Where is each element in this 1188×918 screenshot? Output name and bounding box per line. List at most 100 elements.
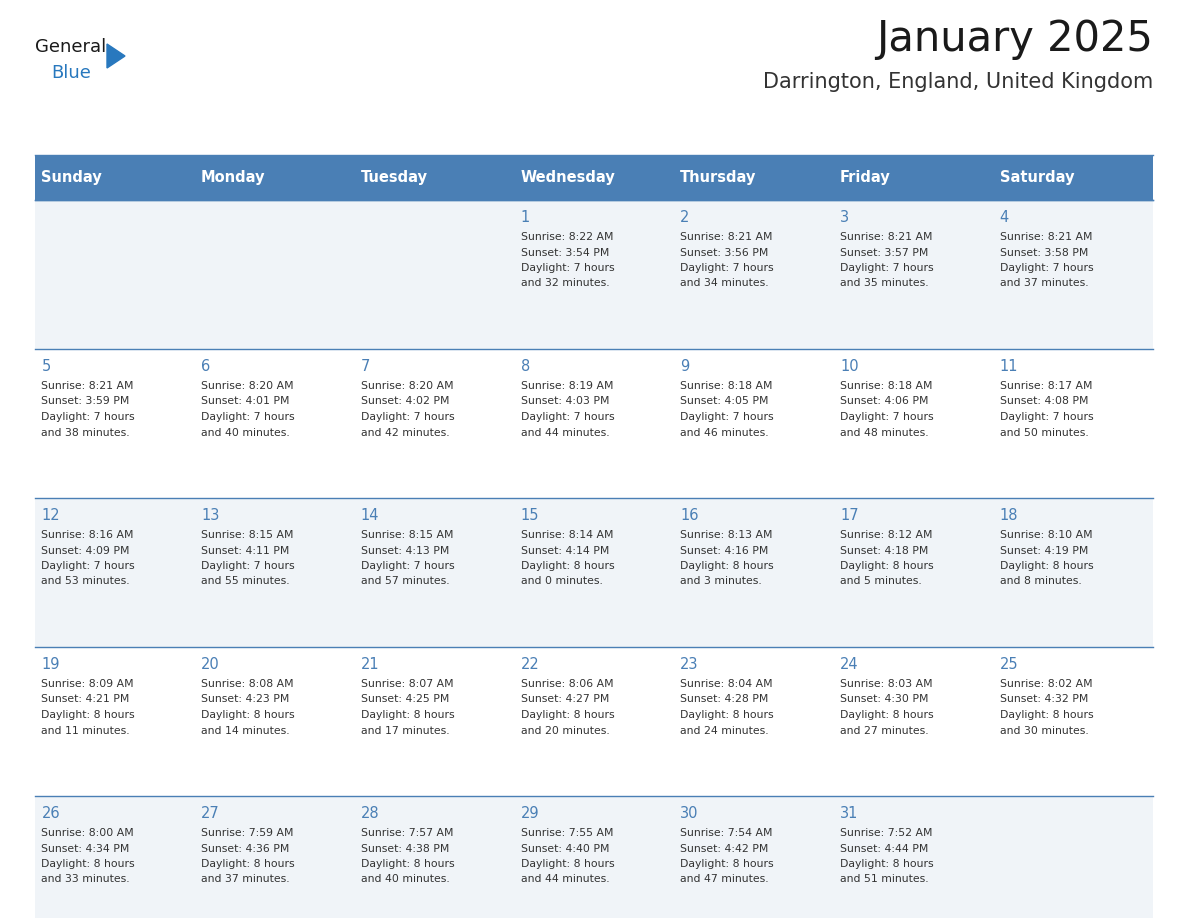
Text: and 8 minutes.: and 8 minutes.: [999, 577, 1081, 587]
Polygon shape: [107, 44, 125, 68]
Bar: [34, 498, 195, 647]
Text: Daylight: 7 hours: Daylight: 7 hours: [361, 561, 455, 571]
Text: 21: 21: [361, 657, 379, 672]
Bar: [195, 647, 354, 796]
Text: Daylight: 8 hours: Daylight: 8 hours: [520, 561, 614, 571]
Text: Sunrise: 8:17 AM: Sunrise: 8:17 AM: [999, 381, 1092, 391]
Text: and 44 minutes.: and 44 minutes.: [520, 875, 609, 885]
Text: 4: 4: [999, 210, 1009, 225]
Text: Daylight: 8 hours: Daylight: 8 hours: [520, 710, 614, 720]
Text: Sunset: 4:21 PM: Sunset: 4:21 PM: [42, 695, 129, 704]
Text: 2: 2: [681, 210, 689, 225]
Text: 1: 1: [520, 210, 530, 225]
Bar: [514, 498, 674, 647]
Text: and 38 minutes.: and 38 minutes.: [42, 428, 129, 438]
Text: and 14 minutes.: and 14 minutes.: [201, 725, 290, 735]
Text: Daylight: 7 hours: Daylight: 7 hours: [201, 561, 295, 571]
Text: General: General: [34, 38, 106, 56]
Text: and 51 minutes.: and 51 minutes.: [840, 875, 929, 885]
Text: Daylight: 7 hours: Daylight: 7 hours: [681, 412, 773, 422]
Text: 12: 12: [42, 508, 61, 523]
Text: and 46 minutes.: and 46 minutes.: [681, 428, 769, 438]
Text: Wednesday: Wednesday: [520, 170, 615, 185]
Text: 8: 8: [520, 359, 530, 374]
Bar: [195, 200, 354, 349]
Text: 6: 6: [201, 359, 210, 374]
Bar: [674, 498, 834, 647]
Text: Sunset: 3:57 PM: Sunset: 3:57 PM: [840, 248, 928, 258]
Text: Daylight: 8 hours: Daylight: 8 hours: [999, 710, 1093, 720]
Text: Sunset: 4:23 PM: Sunset: 4:23 PM: [201, 695, 290, 704]
Text: and 37 minutes.: and 37 minutes.: [999, 278, 1088, 288]
Text: 5: 5: [42, 359, 51, 374]
Text: Sunset: 4:28 PM: Sunset: 4:28 PM: [681, 695, 769, 704]
Text: Daylight: 7 hours: Daylight: 7 hours: [840, 263, 934, 273]
Text: Daylight: 8 hours: Daylight: 8 hours: [681, 859, 773, 869]
Text: and 5 minutes.: and 5 minutes.: [840, 577, 922, 587]
Text: Sunrise: 8:21 AM: Sunrise: 8:21 AM: [681, 232, 772, 242]
Text: and 57 minutes.: and 57 minutes.: [361, 577, 449, 587]
Bar: [834, 647, 993, 796]
Text: 14: 14: [361, 508, 379, 523]
Text: 9: 9: [681, 359, 689, 374]
Text: Sunset: 4:13 PM: Sunset: 4:13 PM: [361, 545, 449, 555]
Bar: [195, 498, 354, 647]
Text: Sunrise: 8:18 AM: Sunrise: 8:18 AM: [681, 381, 772, 391]
Text: Sunrise: 8:00 AM: Sunrise: 8:00 AM: [42, 828, 134, 838]
Text: Sunrise: 8:02 AM: Sunrise: 8:02 AM: [999, 679, 1092, 689]
Text: Thursday: Thursday: [681, 170, 757, 185]
Text: Daylight: 8 hours: Daylight: 8 hours: [840, 859, 934, 869]
Text: Sunset: 4:30 PM: Sunset: 4:30 PM: [840, 695, 929, 704]
Text: Sunset: 3:54 PM: Sunset: 3:54 PM: [520, 248, 609, 258]
Bar: [834, 796, 993, 918]
Text: 26: 26: [42, 806, 61, 821]
Text: Sunset: 4:34 PM: Sunset: 4:34 PM: [42, 844, 129, 854]
Text: Daylight: 8 hours: Daylight: 8 hours: [201, 859, 295, 869]
Text: 22: 22: [520, 657, 539, 672]
Bar: [34, 155, 1154, 200]
Text: Daylight: 8 hours: Daylight: 8 hours: [840, 710, 934, 720]
Text: and 33 minutes.: and 33 minutes.: [42, 875, 129, 885]
Bar: [195, 796, 354, 918]
Text: 25: 25: [999, 657, 1018, 672]
Text: Sunrise: 7:57 AM: Sunrise: 7:57 AM: [361, 828, 454, 838]
Text: 3: 3: [840, 210, 849, 225]
Text: and 30 minutes.: and 30 minutes.: [999, 725, 1088, 735]
Text: Sunrise: 8:15 AM: Sunrise: 8:15 AM: [201, 530, 293, 540]
Text: Sunrise: 8:21 AM: Sunrise: 8:21 AM: [42, 381, 134, 391]
Bar: [514, 796, 674, 918]
Bar: [993, 200, 1154, 349]
Text: 18: 18: [999, 508, 1018, 523]
Text: Saturday: Saturday: [999, 170, 1074, 185]
Text: Sunset: 4:32 PM: Sunset: 4:32 PM: [999, 695, 1088, 704]
Bar: [834, 200, 993, 349]
Text: 19: 19: [42, 657, 59, 672]
Text: 20: 20: [201, 657, 220, 672]
Text: Daylight: 8 hours: Daylight: 8 hours: [42, 859, 135, 869]
Bar: [674, 349, 834, 498]
Text: Sunrise: 8:21 AM: Sunrise: 8:21 AM: [999, 232, 1092, 242]
Bar: [993, 796, 1154, 918]
Text: and 24 minutes.: and 24 minutes.: [681, 725, 769, 735]
Text: Daylight: 8 hours: Daylight: 8 hours: [361, 710, 455, 720]
Text: Sunrise: 7:52 AM: Sunrise: 7:52 AM: [840, 828, 933, 838]
Text: Sunset: 4:27 PM: Sunset: 4:27 PM: [520, 695, 609, 704]
Bar: [34, 647, 195, 796]
Text: Sunset: 4:09 PM: Sunset: 4:09 PM: [42, 545, 129, 555]
Text: Sunrise: 8:14 AM: Sunrise: 8:14 AM: [520, 530, 613, 540]
Text: Sunset: 4:36 PM: Sunset: 4:36 PM: [201, 844, 290, 854]
Text: Daylight: 7 hours: Daylight: 7 hours: [681, 263, 773, 273]
Bar: [354, 647, 514, 796]
Text: 10: 10: [840, 359, 859, 374]
Text: and 34 minutes.: and 34 minutes.: [681, 278, 769, 288]
Text: Daylight: 8 hours: Daylight: 8 hours: [681, 710, 773, 720]
Text: Sunrise: 8:20 AM: Sunrise: 8:20 AM: [361, 381, 454, 391]
Text: and 17 minutes.: and 17 minutes.: [361, 725, 449, 735]
Text: Daylight: 7 hours: Daylight: 7 hours: [999, 263, 1093, 273]
Text: Sunrise: 7:55 AM: Sunrise: 7:55 AM: [520, 828, 613, 838]
Text: Sunrise: 8:08 AM: Sunrise: 8:08 AM: [201, 679, 293, 689]
Text: 17: 17: [840, 508, 859, 523]
Bar: [514, 647, 674, 796]
Text: and 42 minutes.: and 42 minutes.: [361, 428, 449, 438]
Text: 28: 28: [361, 806, 379, 821]
